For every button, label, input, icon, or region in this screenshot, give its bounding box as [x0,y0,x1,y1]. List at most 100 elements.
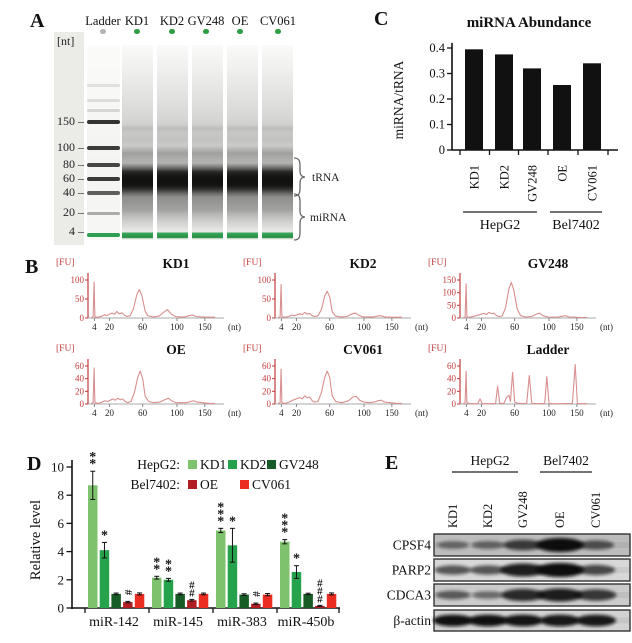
y-tick-label: 0.4 [429,41,445,55]
x-tick-label: 60 [138,408,148,418]
x-unit-label: (nt) [228,408,241,418]
legend-swatch-oe [188,480,197,489]
trace-title: GV248 [528,256,569,271]
gel-lane-ladder [87,45,120,240]
x-category-label: OE [556,165,570,182]
protein-band [576,564,616,576]
panel-a-label: A [30,10,45,32]
ladder-well-dot [100,29,106,35]
x-tick-label: 150 [198,322,212,332]
electropherogram-ladder: [FU] Ladder 0 20 40 60 4 20 60 100 150 (nt) [428,342,613,418]
bar-kd1-mir-450b [280,541,290,608]
chart-title: miRNA Abundance [467,15,592,31]
gel-lane-oe [227,45,258,240]
x-category-label: miR-142 [89,615,139,630]
sample-well-dot [203,29,209,35]
significance-marker: * [89,450,96,465]
ladder-band [87,98,120,102]
y-tick-label: 60 [447,361,457,371]
fluorescence-trace [278,368,403,404]
ladder-band [87,119,120,125]
bar-kd2 [495,54,513,150]
fu-axis-label: [FU] [243,344,261,354]
bar-kd2-mir-142 [99,550,110,608]
legend-cellline-prefix: HepG2: [137,457,180,472]
x-tick-label: 100 [542,322,556,332]
bar-cv061-mir-450b [326,593,337,608]
fu-axis-label: [FU] [428,344,446,354]
legend-swatch-kd2 [228,460,237,469]
significance-marker: # [122,590,134,596]
x-category-label: GV248 [526,165,540,202]
panel-d-relative-level-chart: Relative level 0 2 4 6 8 10 * * * # miR-142 * * * * # # mi… [0,435,360,643]
protein-band [578,540,614,550]
gel-marker-strip [54,32,84,245]
y-tick-label: 0.2 [429,92,445,106]
protein-band [503,614,543,627]
significance-marker: * [165,557,172,572]
bar-cv061-mir-142 [134,593,145,608]
bar-kd1-mir-145 [152,577,162,608]
bar-kd2-mir-383 [227,545,238,608]
x-tick-label: 60 [510,322,520,332]
protein-label-beta-actin: β-actin [393,613,431,628]
bar-kd1 [465,49,483,150]
size-marker-100: 100 – [57,140,84,154]
x-tick-label: 20 [292,408,302,418]
protein-band [575,589,617,601]
lane-header-oe: OE [231,14,249,28]
bar-kd2-mir-145 [163,579,174,608]
nt-unit-label: [nt] [57,34,75,48]
trace-title: Ladder [527,342,570,357]
fluorescence-trace [462,364,588,405]
y-tick-label: 0 [267,313,272,323]
significance-marker: # [317,593,323,605]
significance-marker: * [281,526,288,541]
legend-swatch-cv061 [240,480,249,489]
cell-line-label: Bel7402 [552,218,599,233]
electropherogram-cv061: [FU] CV061 0 20 40 60 4 20 60 100 150 (nt) [243,342,428,418]
x-tick-label: 20 [477,322,487,332]
x-tick-label: 100 [170,322,184,332]
bar-gv248 [523,68,541,150]
x-tick-label: 4 [279,408,284,418]
bar-oe [553,85,571,150]
significance-marker: * [293,552,300,567]
protein-band [540,614,580,627]
bracket [293,193,306,241]
x-tick-label: 4 [92,408,97,418]
bar-kd1-mir-142 [88,485,98,608]
x-tick-label: 100 [357,408,371,418]
legend-label-gv248: GV248 [279,457,319,472]
significance-marker: * [229,514,236,529]
sample-well-dot [169,29,175,35]
electropherogram-kd2: [FU] KD2 0 50 100 4 20 60 100 150 (nt) [243,256,428,332]
fluorescence-trace [278,284,403,319]
y-tick-label: 40 [262,374,272,384]
cell-line-header: Bel7402 [543,453,589,468]
y-tick-label: 100 [443,288,457,298]
lane-label-cv061: CV061 [589,492,603,528]
x-tick-label: 150 [385,408,399,418]
x-category-label: miR-383 [217,615,267,630]
sample-well-dot [134,29,140,35]
ladder-band [87,108,120,112]
size-marker-80: 80 – [63,157,84,171]
sample-well-dot [237,29,243,35]
x-tick-label: 150 [385,322,399,332]
y-tick-label: 0 [439,143,445,157]
significance-marker: * [153,555,160,570]
protein-label-cdca3: CDCA3 [387,588,432,603]
protein-band [471,540,505,550]
legend-label-oe: OE [200,477,218,492]
significance-marker: * [281,512,288,527]
mirna-abundance-svg: miRNA Abundance miRNA/tRNA 0 0.1 0.2 0.3 0.4 KD… [391,15,618,233]
fluorescence-trace [91,367,216,404]
ladder-band [87,211,120,215]
ladder-band [87,163,120,167]
legend-swatch-kd1 [188,460,197,469]
bracket [293,157,306,197]
protein-band [503,539,543,551]
x-tick-label: 60 [325,322,335,332]
lane-header-cv061: CV061 [259,14,297,28]
